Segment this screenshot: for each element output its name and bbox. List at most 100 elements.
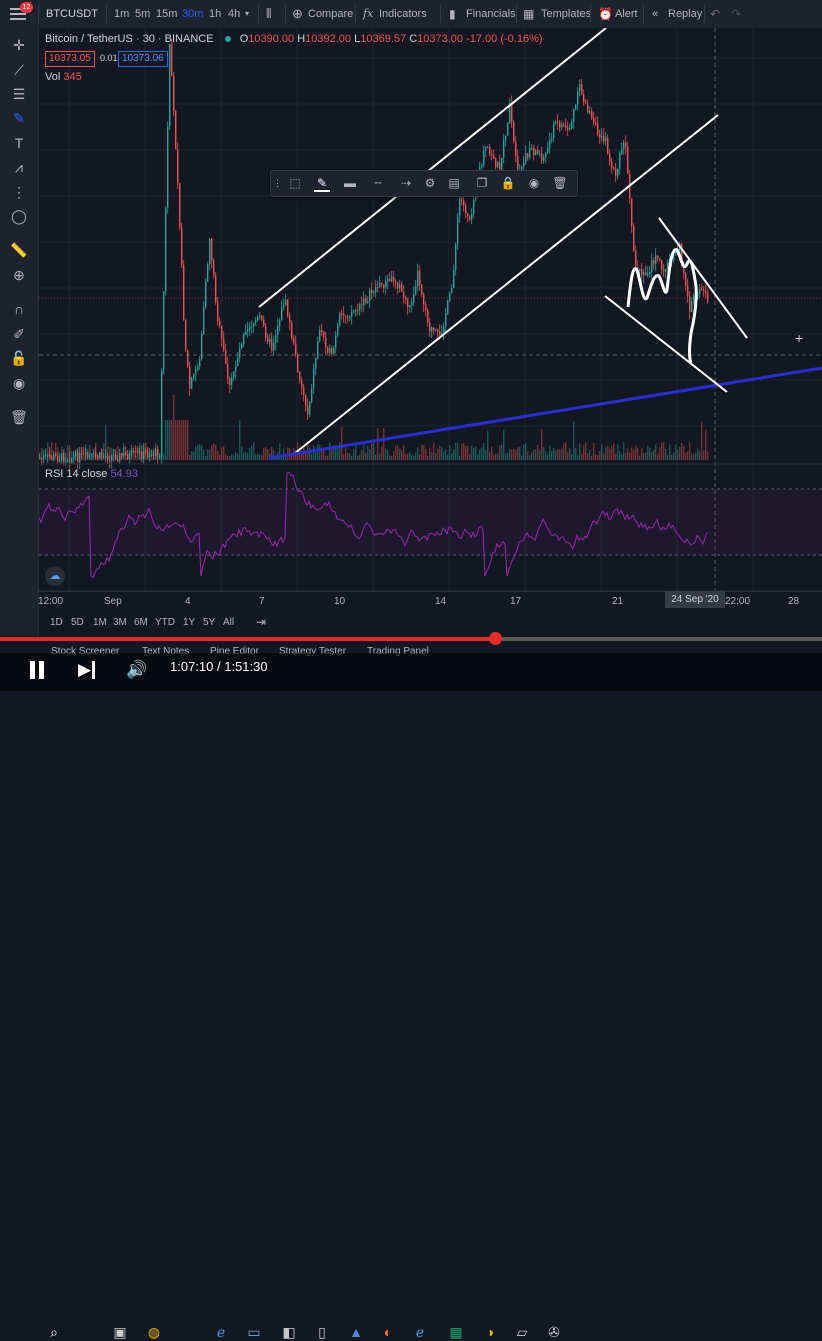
- eye-icon[interactable]: ◉: [12, 375, 26, 391]
- templates-icon[interactable]: ▦: [523, 7, 535, 21]
- volume-legend: Vol 345: [45, 71, 82, 83]
- brush-color-icon[interactable]: ✎: [311, 175, 333, 192]
- excel-icon[interactable]: ▦: [449, 1324, 463, 1340]
- delete-icon[interactable]: 🗑: [552, 176, 568, 190]
- zoom-icon[interactable]: ⊕: [13, 267, 25, 283]
- range-1m[interactable]: 1M: [93, 617, 107, 628]
- rsi-band: [39, 489, 822, 555]
- shapes-icon[interactable]: ◯: [11, 208, 27, 224]
- spread-value: 0.01: [100, 53, 118, 63]
- interval-1m[interactable]: 1m: [114, 8, 130, 20]
- tab-strategy-tester[interactable]: Strategy Tester: [279, 646, 347, 657]
- goto-date-icon[interactable]: ⇥: [256, 615, 267, 629]
- line-end-icon[interactable]: ⇢: [400, 176, 412, 190]
- taskbar-app-icon[interactable]: ▯: [318, 1324, 326, 1340]
- range-5d[interactable]: 5D: [71, 617, 84, 628]
- replay-icon[interactable]: «: [652, 8, 659, 20]
- edge-icon[interactable]: ℯ: [415, 1324, 425, 1340]
- line-style-icon[interactable]: ╌: [374, 176, 382, 190]
- crosshair-icon[interactable]: ✛: [13, 37, 25, 53]
- indicators-button[interactable]: Indicators: [379, 8, 427, 20]
- compare-icon[interactable]: ⊕: [292, 6, 303, 21]
- time-tick: 10: [334, 596, 346, 607]
- volume-icon[interactable]: 🔊: [126, 660, 148, 679]
- ask-price-box[interactable]: 10373.06: [118, 51, 168, 67]
- firefox-icon[interactable]: ◐: [383, 1324, 393, 1340]
- lock-icon[interactable]: 🔓: [10, 350, 28, 366]
- lock-toolbar-icon[interactable]: 🔒: [500, 176, 516, 190]
- windows-search-icon[interactable]: ⌕: [50, 1324, 58, 1340]
- templates-drawing-icon[interactable]: ⬚: [289, 176, 301, 190]
- taskbar-app-icon[interactable]: ▭: [247, 1324, 261, 1340]
- range-1d[interactable]: 1D: [50, 617, 63, 628]
- compare-button[interactable]: Compare: [308, 8, 354, 20]
- taskbar-app-icon[interactable]: ▣: [113, 1324, 127, 1340]
- tab-trading-panel[interactable]: Trading Panel: [367, 646, 429, 657]
- settings-icon[interactable]: ⚙: [424, 176, 436, 190]
- tab-text-notes[interactable]: Text Notes: [142, 646, 190, 657]
- interval-4h[interactable]: 4h: [228, 8, 241, 20]
- time-tick: 12:00: [38, 596, 64, 607]
- tab-stock-screener[interactable]: Stock Screener: [51, 646, 120, 657]
- text-icon[interactable]: T: [14, 135, 24, 151]
- taskbar-app-icon[interactable]: ✇: [548, 1324, 560, 1340]
- clone-icon[interactable]: ❐: [476, 176, 488, 190]
- interval-5m[interactable]: 5m: [135, 8, 151, 20]
- alert-icon[interactable]: ⏰: [598, 7, 613, 21]
- range-3m[interactable]: 3M: [113, 617, 127, 628]
- pause-icon[interactable]: [28, 659, 48, 681]
- lock-drawing-icon[interactable]: ✐: [13, 326, 25, 342]
- range-all[interactable]: All: [223, 617, 235, 628]
- video-progress-knob[interactable]: [488, 632, 502, 645]
- redo-icon[interactable]: ↷: [731, 7, 742, 21]
- chrome-icon[interactable]: ◍: [147, 1324, 161, 1340]
- prediction-icon[interactable]: ⋮: [12, 184, 26, 200]
- wedge-upper-line: [658, 217, 748, 339]
- alert-button[interactable]: Alert: [615, 8, 638, 20]
- undo-icon[interactable]: ↶: [710, 7, 721, 21]
- range-5y[interactable]: 5Y: [203, 617, 216, 628]
- interval-1h[interactable]: 1h: [209, 8, 222, 20]
- indicators-icon[interactable]: fx: [363, 7, 374, 20]
- line-width-icon[interactable]: ▬: [344, 176, 356, 190]
- taskbar-app-icon[interactable]: ◧: [282, 1324, 296, 1340]
- interval-15m[interactable]: 15m: [156, 8, 178, 20]
- range-6m[interactable]: 6M: [134, 617, 148, 628]
- chart-style-icon[interactable]: ⫴: [266, 6, 272, 21]
- taskbar-app-icon[interactable]: ◑: [485, 1324, 495, 1340]
- ruler-icon[interactable]: 📏: [10, 242, 28, 258]
- trendline-icon[interactable]: ⟋: [14, 62, 24, 78]
- pattern-icon[interactable]: ⩘: [15, 159, 23, 175]
- financials-button[interactable]: Financials: [466, 8, 516, 20]
- range-ytd[interactable]: YTD: [155, 617, 175, 628]
- cloud-icon[interactable]: ☁: [45, 566, 65, 586]
- time-axis[interactable]: [39, 591, 822, 612]
- financials-icon[interactable]: ▮: [449, 7, 456, 21]
- magnet-icon[interactable]: ∩: [13, 301, 25, 317]
- low-value: 10369.57: [360, 33, 407, 45]
- replay-button[interactable]: Replay: [668, 8, 703, 20]
- brush-icon[interactable]: ✎: [13, 110, 25, 126]
- fib-icon[interactable]: ☰: [12, 86, 26, 102]
- close-value: 10373.00: [417, 33, 464, 45]
- taskbar-app-icon[interactable]: ▲: [349, 1324, 363, 1340]
- drag-handle-icon[interactable]: ⋮: [273, 178, 282, 188]
- range-1y[interactable]: 1Y: [183, 617, 196, 628]
- interval-30m[interactable]: 30m: [182, 8, 204, 20]
- edge-icon[interactable]: ℯ: [216, 1324, 226, 1340]
- templates-button[interactable]: Templates: [541, 8, 592, 20]
- layers-icon[interactable]: ▤: [448, 176, 460, 190]
- visibility-icon[interactable]: ◉: [528, 176, 540, 190]
- interval-dropdown-icon[interactable]: ▾: [245, 9, 250, 18]
- trash-icon[interactable]: 🗑: [10, 409, 28, 425]
- time-tick: 4: [185, 596, 191, 607]
- tab-pine-editor[interactable]: Pine Editor: [210, 646, 259, 657]
- menu-icon[interactable]: [10, 8, 26, 20]
- taskbar-app-icon[interactable]: ▱: [516, 1324, 528, 1340]
- price-chart-canvas[interactable]: [39, 28, 822, 591]
- bid-price-box[interactable]: 10373.05: [45, 51, 95, 67]
- next-icon[interactable]: ▶: [78, 659, 98, 681]
- time-tick: 28: [788, 596, 800, 607]
- symbol-search[interactable]: BTCUSDT: [46, 8, 98, 20]
- chart-pane[interactable]: Bitcoin / TetherUS · 30 · BINANCE O10390…: [39, 28, 822, 591]
